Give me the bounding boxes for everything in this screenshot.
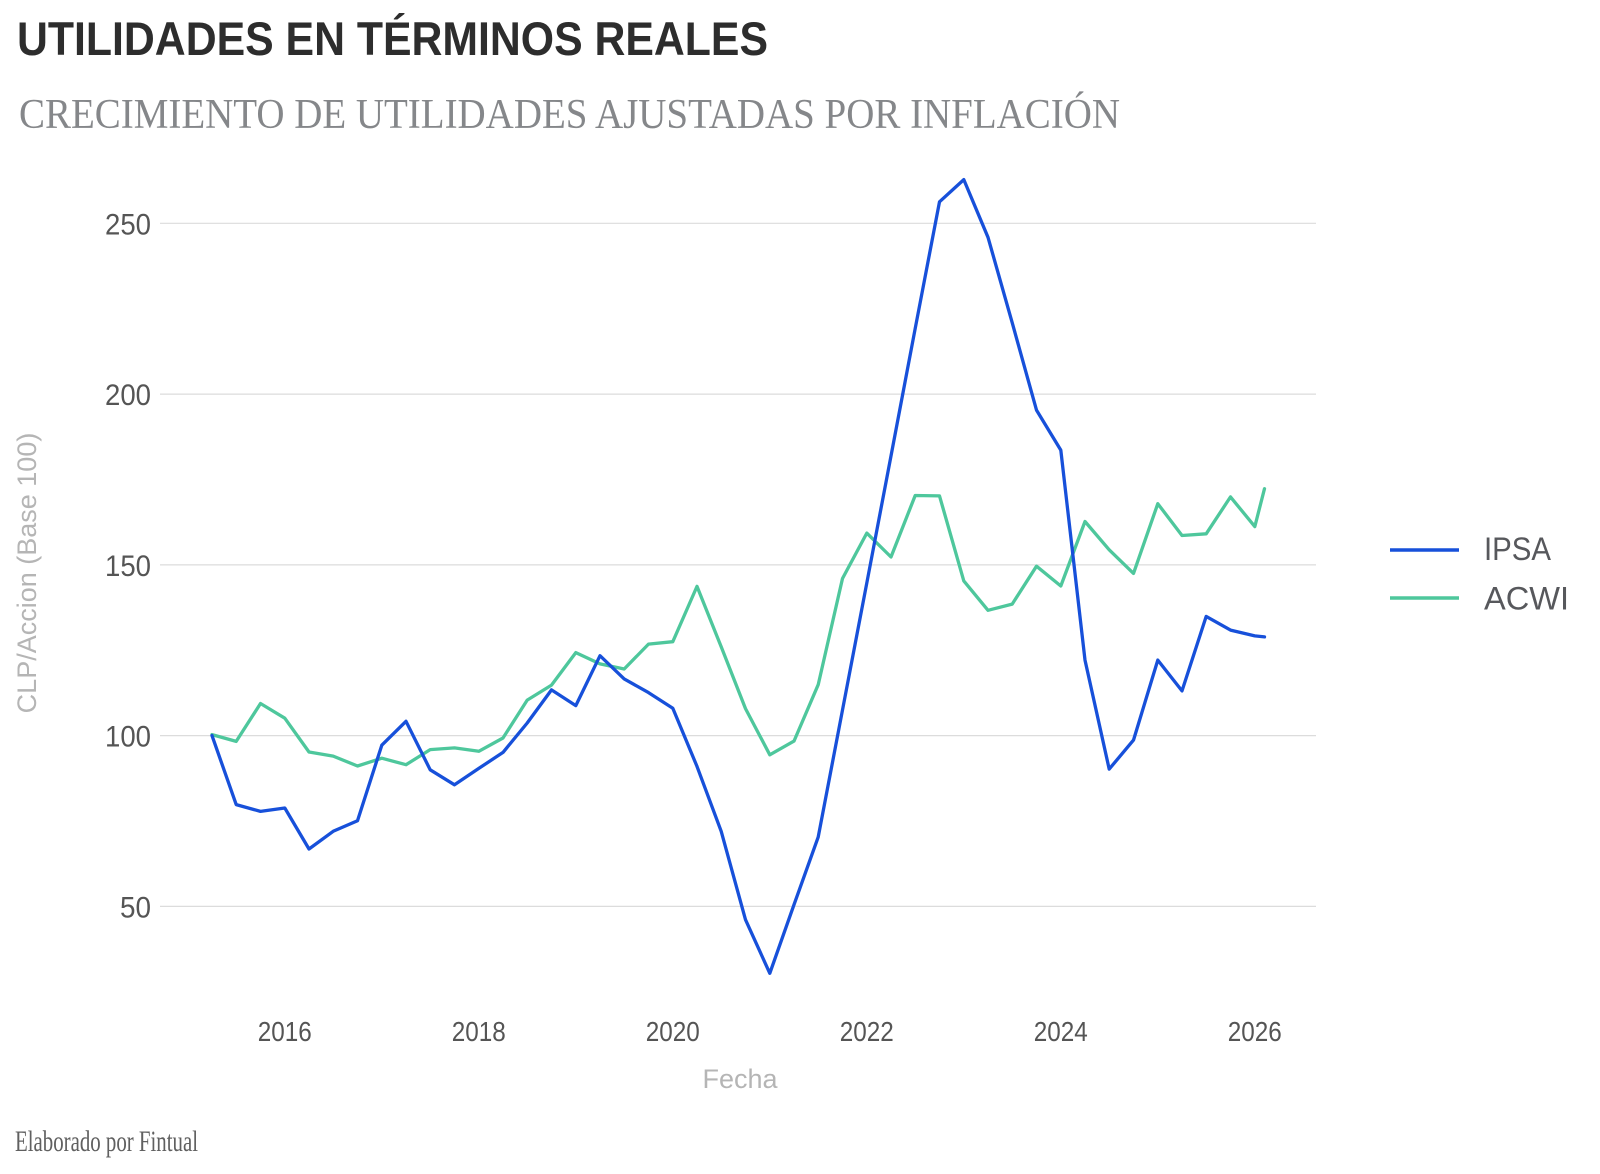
svg-text:CLP/Accion (Base 100): CLP/Accion (Base 100) [12,433,42,714]
svg-text:2024: 2024 [1034,1016,1088,1047]
svg-text:50: 50 [120,891,151,924]
svg-text:ACWI: ACWI [1484,581,1569,617]
svg-text:200: 200 [105,379,151,412]
svg-text:100: 100 [105,721,151,754]
svg-text:Elaborado por Fintual: Elaborado por Fintual [15,1125,198,1158]
svg-text:UTILIDADES EN TÉRMINOS REALES: UTILIDADES EN TÉRMINOS REALES [17,12,768,66]
svg-text:CRECIMIENTO DE UTILIDADES AJUS: CRECIMIENTO DE UTILIDADES AJUSTADAS POR … [19,91,1120,138]
svg-text:2026: 2026 [1228,1016,1282,1047]
svg-text:150: 150 [105,550,151,583]
svg-text:IPSA: IPSA [1484,531,1552,567]
svg-text:2020: 2020 [646,1016,700,1047]
svg-text:250: 250 [105,208,151,241]
svg-text:2016: 2016 [258,1016,312,1047]
svg-text:2018: 2018 [452,1016,506,1047]
svg-text:Fecha: Fecha [702,1064,778,1094]
svg-text:2022: 2022 [840,1016,894,1047]
